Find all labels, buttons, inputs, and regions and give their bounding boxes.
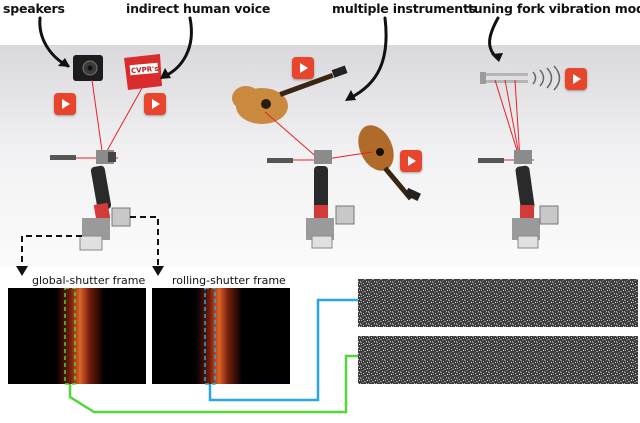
chip-bag-text: CVPR's [131, 65, 159, 75]
play-button-guitar[interactable] [292, 57, 314, 79]
tuning-fork-icon [480, 65, 561, 91]
multiple-instruments-label: multiple instruments [332, 1, 477, 16]
guitar-icon [232, 65, 348, 124]
tuning-fork-label: tuning fork vibration modes [468, 1, 640, 16]
global-signal-strip [358, 336, 638, 384]
speakers-label: speakers [3, 1, 65, 16]
dashed-arrowheads [16, 266, 164, 276]
vibrometer-rig-left [50, 150, 131, 251]
global-shutter-frame [8, 287, 146, 385]
vibrometer-rig-right [478, 150, 559, 249]
chip-bag-icon: CVPR's [124, 54, 162, 90]
global-link [68, 354, 358, 414]
rolling-link [208, 298, 358, 402]
indirect-voice-label: indirect human voice [126, 1, 271, 16]
rolling-frame-label: rolling-shutter frame [168, 273, 290, 288]
label-arrowheads [58, 53, 503, 101]
play-button-speakers[interactable] [54, 93, 76, 115]
vibrometer-rig-middle [267, 150, 355, 249]
play-button-tuning-fork[interactable] [565, 68, 587, 90]
rolling-shutter-frame [152, 287, 290, 385]
rolling-signal-strip [358, 279, 638, 327]
global-frame-label: global-shutter frame [28, 273, 150, 288]
dashed-connectors [21, 216, 159, 268]
play-button-voice[interactable] [144, 93, 166, 115]
speaker-icon [73, 55, 103, 81]
guitar-icon-2 [358, 125, 421, 202]
play-button-guitar-2[interactable] [400, 150, 422, 172]
